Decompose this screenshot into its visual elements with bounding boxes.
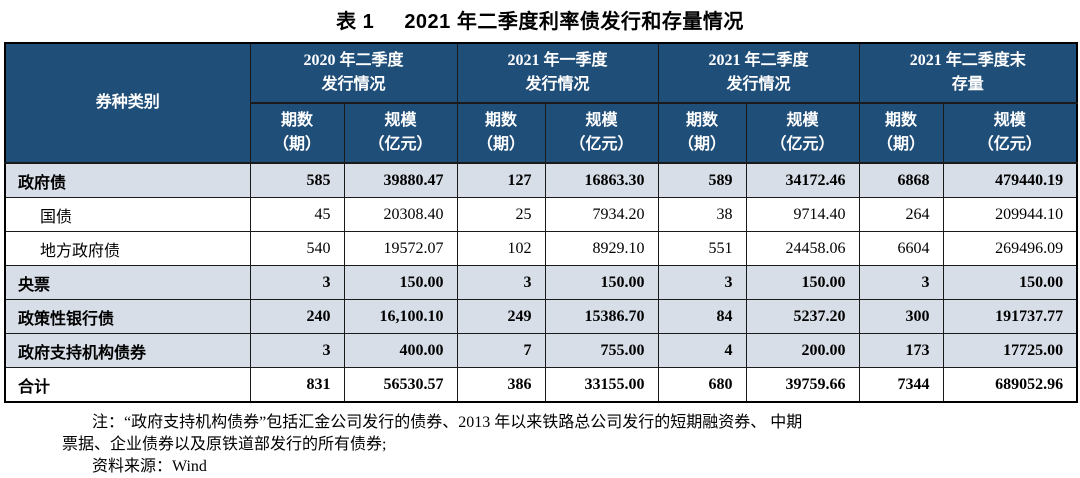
cell-value: 7344 <box>858 367 944 403</box>
cell-value: 7 <box>456 333 546 368</box>
cell-value: 209944.10 <box>942 197 1078 232</box>
cell-value: 6604 <box>858 231 944 266</box>
row-label: 政府债 <box>4 162 251 198</box>
cell-value: 540 <box>249 231 345 266</box>
cell-value: 150.00 <box>745 265 860 300</box>
cell-value: 3 <box>249 333 345 368</box>
cell-value: 689052.96 <box>942 367 1078 403</box>
subheader-count: 期数 （期） <box>858 102 944 164</box>
cell-value: 400.00 <box>343 333 458 368</box>
cell-value: 25 <box>456 197 546 232</box>
cell-value: 84 <box>657 299 747 334</box>
cell-value: 589 <box>657 162 747 198</box>
header-group-row: 券种类别 2020 年二季度 发行情况 2021 年一季度 发行情况 2021 … <box>4 42 1078 164</box>
cell-value: 39880.47 <box>343 162 458 198</box>
cell-value: 249 <box>456 299 546 334</box>
table-number: 表 1 <box>336 11 375 33</box>
subheader-count: 期数 （期） <box>657 102 747 164</box>
cell-value: 19572.07 <box>343 231 458 266</box>
group-header-2021q1-issuance: 2021 年一季度 发行情况 <box>456 42 659 104</box>
header-sub-row: 期数 （期） 规模 （亿元） 期数 （期） 规模 （亿元） 期数 （期） 规模 （亿元） 期… <box>5 102 1078 164</box>
row-label: 合计 <box>4 367 251 403</box>
table-row-policy-bank-bonds: 政策性银行债 240 16,100.10 249 15386.70 84 523… <box>4 299 1078 334</box>
subheader-scale: 规模 （亿元） <box>343 102 458 164</box>
corner-header: 券种类别 <box>4 42 251 164</box>
cell-value: 173 <box>858 333 944 368</box>
cell-value: 9714.40 <box>745 197 860 232</box>
cell-value: 39759.66 <box>745 367 860 403</box>
subheader-count: 期数 （期） <box>456 102 546 164</box>
row-label: 央票 <box>4 265 251 300</box>
cell-value: 5237.20 <box>745 299 860 334</box>
cell-value: 150.00 <box>544 265 659 300</box>
cell-value: 17725.00 <box>942 333 1078 368</box>
cell-value: 386 <box>456 367 546 403</box>
cell-value: 150.00 <box>343 265 458 300</box>
group-header-2020q2-issuance: 2020 年二季度 发行情况 <box>249 42 458 104</box>
cell-value: 24458.06 <box>745 231 860 266</box>
cell-value: 755.00 <box>544 333 659 368</box>
table-row-total: 合计 831 56530.57 386 33155.00 680 39759.6… <box>4 367 1078 403</box>
subheader-scale: 规模 （亿元） <box>745 102 860 164</box>
cell-value: 551 <box>657 231 747 266</box>
cell-value: 33155.00 <box>544 367 659 403</box>
cell-value: 680 <box>657 367 747 403</box>
cell-value: 240 <box>249 299 345 334</box>
cell-value: 7934.20 <box>544 197 659 232</box>
page-title: 表 1 2021 年二季度利率债发行和存量情况 <box>0 0 1080 34</box>
bond-issuance-table: 券种类别 2020 年二季度 发行情况 2021 年一季度 发行情况 2021 … <box>4 42 1079 403</box>
cell-value: 45 <box>249 197 345 232</box>
cell-value: 8929.10 <box>544 231 659 266</box>
cell-value: 38 <box>657 197 747 232</box>
group-header-2021q2-outstanding: 2021 年二季度末 存量 <box>858 42 1078 104</box>
subheader-count: 期数 （期） <box>249 102 345 164</box>
row-label: 国债 <box>4 197 251 232</box>
cell-value: 15386.70 <box>544 299 659 334</box>
cell-value: 831 <box>249 367 345 403</box>
row-label: 政策性银行债 <box>4 299 251 334</box>
cell-value: 585 <box>249 162 345 198</box>
cell-value: 3 <box>858 265 944 300</box>
cell-value: 3 <box>456 265 546 300</box>
cell-value: 6868 <box>858 162 944 198</box>
cell-value: 150.00 <box>942 265 1078 300</box>
cell-value: 127 <box>456 162 546 198</box>
source-line: 资料来源：Wind <box>92 458 207 476</box>
cell-value: 269496.09 <box>942 231 1078 266</box>
subheader-scale: 规模 （亿元） <box>942 102 1078 164</box>
row-label: 政府支持机构债券 <box>4 333 251 368</box>
subheader-scale: 规模 （亿元） <box>544 102 659 164</box>
group-header-2021q2-issuance: 2021 年二季度 发行情况 <box>657 42 860 104</box>
cell-value: 56530.57 <box>343 367 458 403</box>
cell-value: 16863.30 <box>544 162 659 198</box>
cell-value: 191737.77 <box>942 299 1078 334</box>
cell-value: 16,100.10 <box>343 299 458 334</box>
cell-value: 102 <box>456 231 546 266</box>
table-row-central-bank-bills: 央票 3 150.00 3 150.00 3 150.00 3 150.00 <box>4 265 1078 300</box>
table-row-treasury-bonds: 国债 45 20308.40 25 7934.20 38 9714.40 264… <box>4 197 1078 232</box>
cell-value: 200.00 <box>745 333 860 368</box>
cell-value: 479440.19 <box>942 162 1078 198</box>
cell-value: 264 <box>858 197 944 232</box>
note-line-1: 注：“政府支持机构债券”包括汇金公司发行的债券、2013 年以来铁路总公司发行的… <box>92 414 803 431</box>
footnotes: 注：“政府支持机构债券”包括汇金公司发行的债券、2013 年以来铁路总公司发行的… <box>62 412 1016 478</box>
cell-value: 4 <box>657 333 747 368</box>
row-label: 地方政府债 <box>4 231 251 266</box>
cell-value: 300 <box>858 299 944 334</box>
note-line-2: 票据、企业债券以及原铁道部发行的所有债券; <box>62 436 387 454</box>
cell-value: 20308.40 <box>343 197 458 232</box>
table-row-government-bonds: 政府债 585 39880.47 127 16863.30 589 34172.… <box>4 162 1078 198</box>
table-row-local-government-bonds: 地方政府债 540 19572.07 102 8929.10 551 24458… <box>4 231 1078 266</box>
cell-value: 34172.46 <box>745 162 860 198</box>
cell-value: 3 <box>657 265 747 300</box>
cell-value: 3 <box>249 265 345 300</box>
table-title-text: 2021 年二季度利率债发行和存量情况 <box>404 11 744 33</box>
table-row-government-supported-agency-bonds: 政府支持机构债券 3 400.00 7 755.00 4 200.00 173 … <box>4 333 1078 368</box>
